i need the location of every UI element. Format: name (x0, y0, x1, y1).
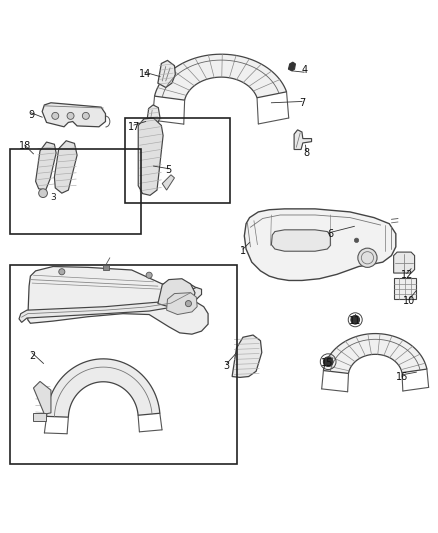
Polygon shape (46, 359, 160, 417)
Text: 9: 9 (28, 110, 34, 119)
Bar (394, 278, 417, 299)
Bar (11, 265, 237, 464)
Circle shape (52, 112, 59, 119)
Circle shape (323, 357, 333, 367)
Polygon shape (33, 382, 51, 414)
Bar (11, 149, 141, 234)
Polygon shape (28, 266, 208, 334)
Text: 11: 11 (349, 316, 361, 326)
Circle shape (59, 269, 65, 275)
Circle shape (354, 238, 359, 243)
Circle shape (185, 301, 191, 306)
Text: 18: 18 (18, 141, 31, 151)
Circle shape (358, 248, 377, 268)
Text: 15: 15 (321, 358, 333, 368)
Polygon shape (272, 230, 330, 251)
Text: 1: 1 (240, 246, 246, 256)
Text: 3: 3 (50, 193, 56, 202)
Bar (125, 118, 230, 203)
Polygon shape (232, 335, 262, 377)
Polygon shape (138, 118, 163, 195)
Polygon shape (54, 141, 77, 193)
Polygon shape (294, 130, 311, 149)
Polygon shape (42, 103, 106, 127)
Text: 2: 2 (29, 351, 35, 361)
Polygon shape (35, 142, 56, 190)
Polygon shape (323, 334, 427, 374)
Text: 4: 4 (301, 65, 307, 75)
Polygon shape (162, 175, 174, 190)
Text: 3: 3 (224, 361, 230, 371)
Circle shape (351, 316, 360, 324)
Polygon shape (158, 60, 175, 87)
Polygon shape (158, 279, 195, 308)
Text: 8: 8 (303, 148, 309, 158)
Text: 12: 12 (401, 270, 413, 280)
Polygon shape (19, 287, 201, 322)
Polygon shape (166, 293, 197, 314)
Text: 6: 6 (327, 229, 333, 239)
Polygon shape (146, 105, 160, 128)
Bar (32, 413, 46, 421)
Circle shape (67, 112, 74, 119)
Text: 17: 17 (127, 122, 140, 132)
Polygon shape (288, 62, 295, 71)
Circle shape (146, 272, 152, 278)
Text: 10: 10 (403, 296, 415, 306)
Circle shape (82, 112, 89, 119)
Text: 5: 5 (166, 165, 172, 175)
Polygon shape (394, 252, 415, 273)
Polygon shape (155, 54, 286, 100)
Text: 7: 7 (299, 98, 305, 108)
Bar (103, 265, 109, 270)
Text: 16: 16 (396, 372, 409, 382)
Circle shape (39, 189, 47, 198)
Polygon shape (244, 209, 396, 280)
Text: 14: 14 (139, 69, 151, 78)
